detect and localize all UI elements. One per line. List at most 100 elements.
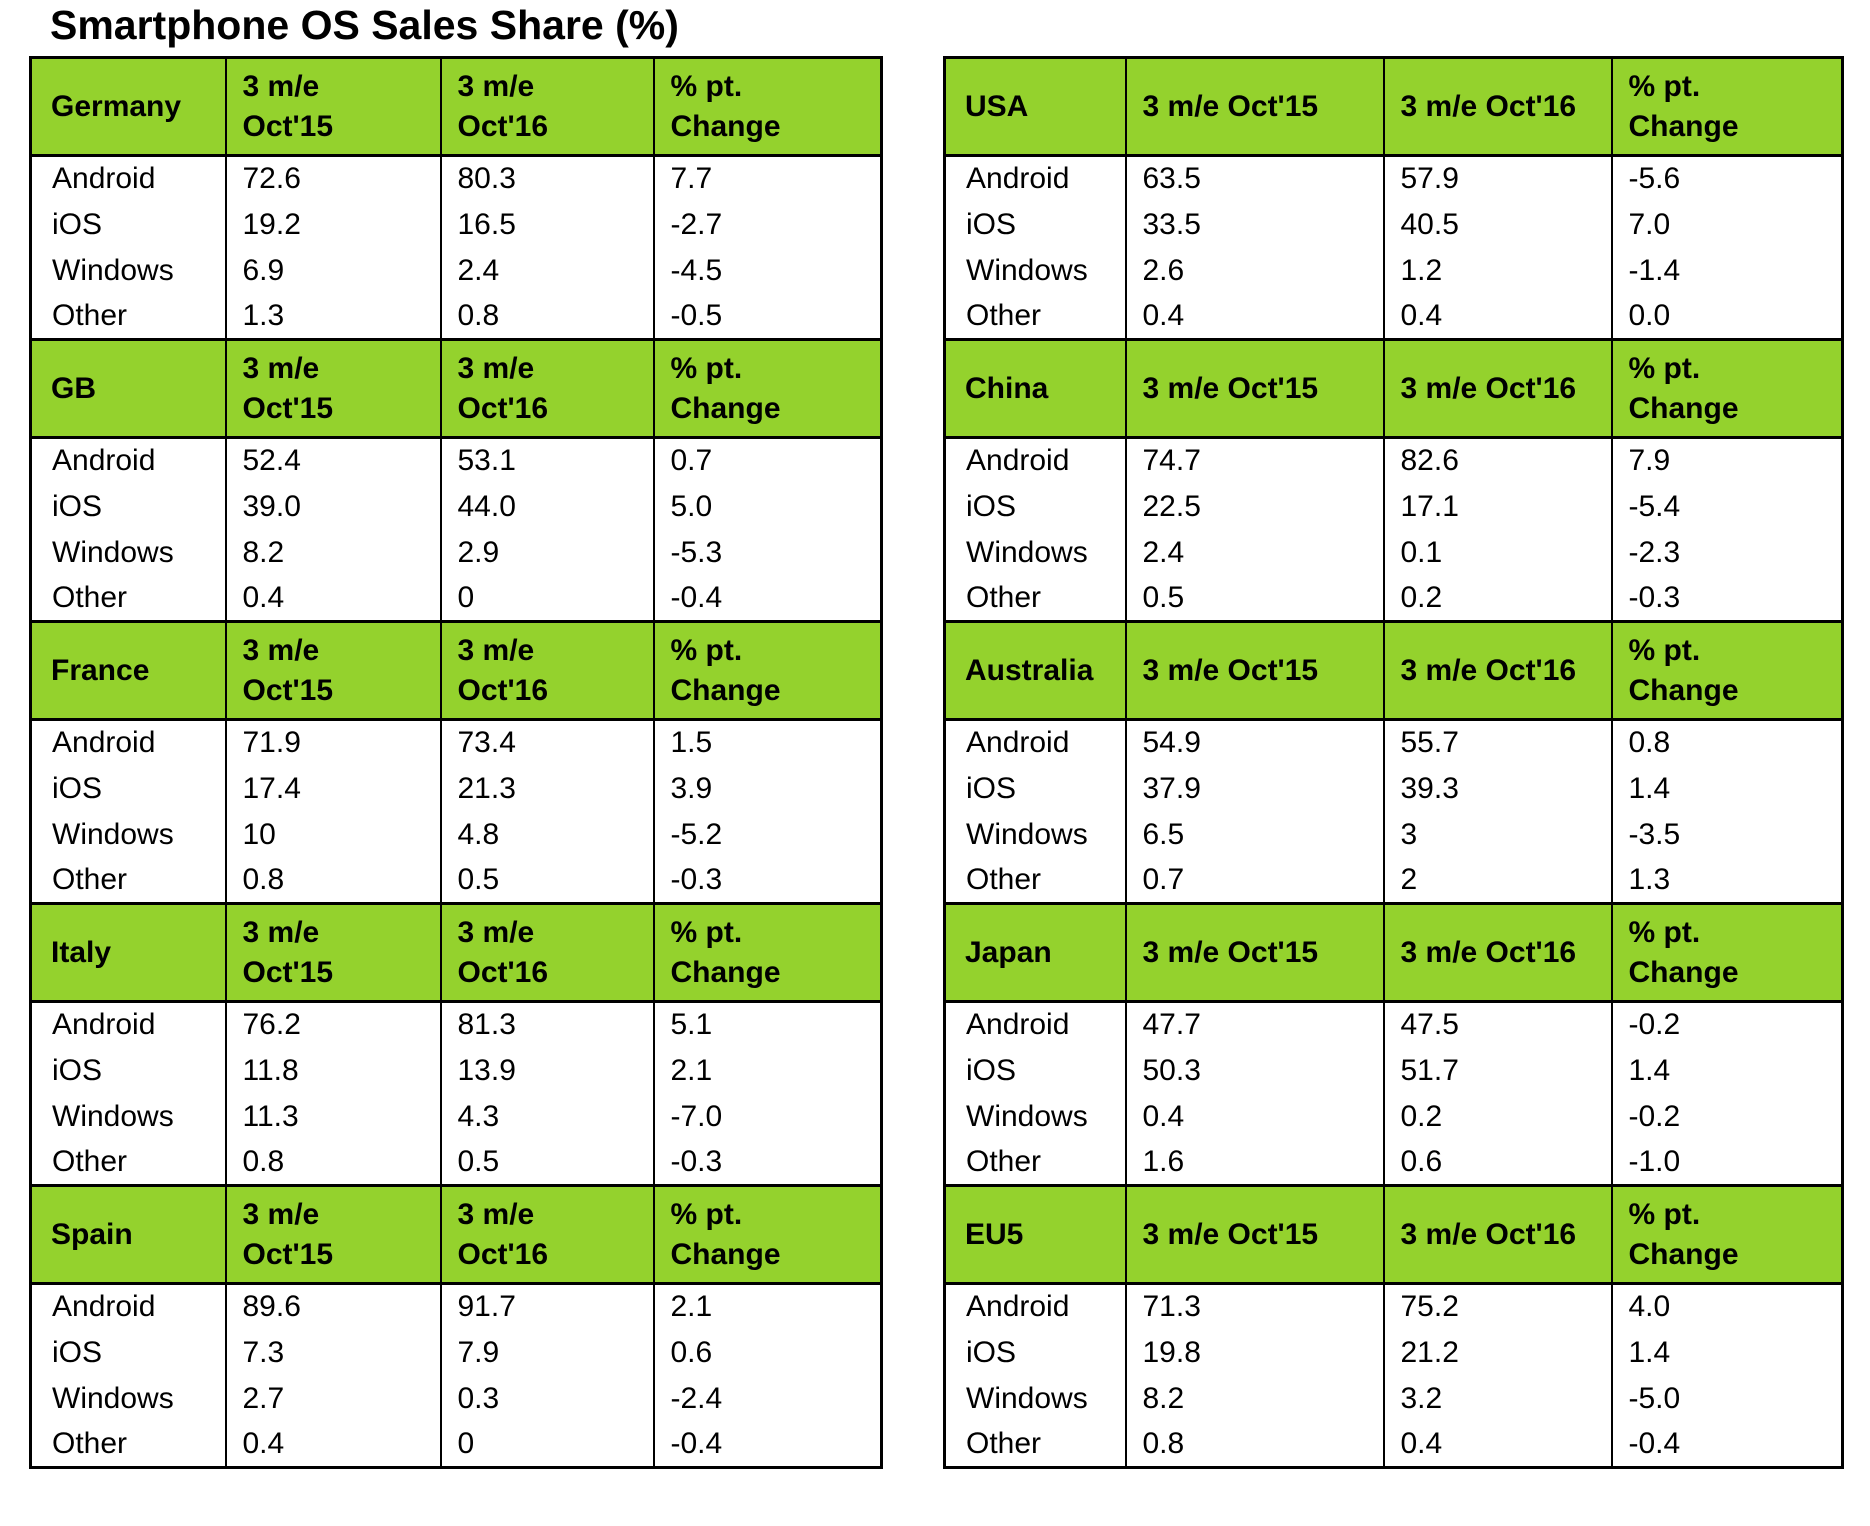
header-row: Japan 3 m/e Oct'15 3 m/e Oct'16 % pt. Ch…: [944, 902, 1843, 1003]
os-row: Windows 6.9 2.4 -4.5: [31, 247, 882, 294]
value-oct16: 0.4: [1382, 293, 1612, 340]
value-oct16: 91.7: [439, 1283, 654, 1330]
value-oct16: 21.3: [439, 765, 654, 812]
country-table-china: China 3 m/e Oct'15 3 m/e Oct'16 % pt. Ch…: [943, 338, 1844, 623]
value-oct16: 51.7: [1382, 1047, 1612, 1094]
header-oct15: 3 m/e Oct'15: [224, 338, 441, 439]
value-oct15: 0.5: [1124, 575, 1384, 622]
os-label: Windows: [966, 1381, 1088, 1415]
value-oct15: 71.9: [224, 719, 441, 766]
os-label: Other: [966, 862, 1042, 896]
value-oct15: 0.4: [224, 1421, 441, 1468]
value-oct15: 76.2: [224, 1001, 441, 1048]
os-row: Android 71.9 73.4 1.5: [31, 719, 882, 766]
value-oct16: 1.2: [1382, 247, 1612, 294]
os-row: Other 0.5 0.2 -0.3: [945, 575, 1843, 622]
value-oct16: 0.2: [1382, 1093, 1612, 1140]
os-row: Other 0.4 0 -0.4: [31, 575, 882, 622]
os-label: Windows: [52, 535, 174, 569]
header-row: Spain 3 m/e Oct'15 3 m/e Oct'16 % pt. Ch…: [30, 1184, 882, 1285]
os-label: Other: [966, 580, 1042, 614]
country-table-usa: USA 3 m/e Oct'15 3 m/e Oct'16 % pt. Chan…: [943, 56, 1844, 341]
country-table-gb: GB 3 m/e Oct'15 3 m/e Oct'16 % pt. Chang…: [29, 338, 883, 623]
header-oct15: 3 m/e Oct'15: [224, 1184, 441, 1285]
value-oct16: 0: [439, 575, 654, 622]
value-change: 1.3: [1610, 857, 1843, 904]
header-pct-change: % pt. Change: [652, 56, 882, 157]
os-label: Android: [966, 1290, 1070, 1324]
os-row: iOS 50.3 51.7 1.4: [945, 1047, 1843, 1094]
os-row: Other 0.4 0 -0.4: [31, 1421, 882, 1468]
header-pct-change: % pt. Change: [1610, 1184, 1843, 1285]
header-oct16: 3 m/e Oct'16: [1382, 620, 1612, 721]
value-oct15: 54.9: [1124, 719, 1384, 766]
header-pct-change: % pt. Change: [1610, 338, 1843, 439]
value-oct15: 89.6: [224, 1283, 441, 1330]
country-name: Japan: [944, 902, 1126, 1003]
os-row: Windows 8.2 2.9 -5.3: [31, 529, 882, 576]
value-oct15: 6.9: [224, 247, 441, 294]
value-change: -0.2: [1610, 1093, 1843, 1140]
header-row: France 3 m/e Oct'15 3 m/e Oct'16 % pt. C…: [30, 620, 882, 721]
os-row: Other 0.8 0.4 -0.4: [945, 1421, 1843, 1468]
value-oct16: 55.7: [1382, 719, 1612, 766]
country-table-japan: Japan 3 m/e Oct'15 3 m/e Oct'16 % pt. Ch…: [943, 902, 1844, 1187]
header-pct-change: % pt. Change: [652, 902, 882, 1003]
os-row: Other 0.8 0.5 -0.3: [31, 857, 882, 904]
header-pct-change: % pt. Change: [652, 620, 882, 721]
os-row: Windows 2.6 1.2 -1.4: [945, 247, 1843, 294]
country-name: Australia: [944, 620, 1126, 721]
value-change: 4.0: [1610, 1283, 1843, 1330]
value-oct15: 0.7: [1124, 857, 1384, 904]
os-row: Windows 2.7 0.3 -2.4: [31, 1375, 882, 1422]
os-label: Other: [52, 862, 128, 896]
os-row: Other 1.6 0.6 -1.0: [945, 1139, 1843, 1186]
os-label: iOS: [966, 489, 1017, 523]
value-oct16: 40.5: [1382, 201, 1612, 248]
header-row: Italy 3 m/e Oct'15 3 m/e Oct'16 % pt. Ch…: [30, 902, 882, 1003]
os-label: Windows: [966, 253, 1088, 287]
value-change: -5.2: [652, 811, 882, 858]
header-row: GB 3 m/e Oct'15 3 m/e Oct'16 % pt. Chang…: [30, 338, 882, 439]
os-label: Windows: [966, 1099, 1088, 1133]
value-oct15: 71.3: [1124, 1283, 1384, 1330]
header-pct-change: % pt. Change: [1610, 620, 1843, 721]
value-oct15: 0.8: [224, 1139, 441, 1186]
os-row: iOS 19.8 21.2 1.4: [945, 1329, 1843, 1376]
header-oct16: 3 m/e Oct'16: [1382, 1184, 1612, 1285]
value-oct16: 7.9: [439, 1329, 654, 1376]
value-oct16: 39.3: [1382, 765, 1612, 812]
os-label: Windows: [52, 1099, 174, 1133]
value-oct15: 50.3: [1124, 1047, 1384, 1094]
os-row: Other 1.3 0.8 -0.5: [31, 293, 882, 340]
os-label: iOS: [52, 207, 103, 241]
os-row: iOS 17.4 21.3 3.9: [31, 765, 882, 812]
country-name: China: [944, 338, 1126, 439]
os-label: iOS: [52, 1053, 103, 1087]
value-change: 2.1: [652, 1047, 882, 1094]
value-oct16: 0.5: [439, 857, 654, 904]
os-row: iOS 19.2 16.5 -2.7: [31, 201, 882, 248]
os-label: Android: [52, 162, 156, 196]
value-change: 7.7: [652, 155, 882, 202]
value-oct15: 39.0: [224, 483, 441, 530]
value-oct15: 33.5: [1124, 201, 1384, 248]
value-change: 7.0: [1610, 201, 1843, 248]
value-change: -2.4: [652, 1375, 882, 1422]
value-change: -0.4: [1610, 1421, 1843, 1468]
value-change: 1.5: [652, 719, 882, 766]
os-label: Windows: [966, 535, 1088, 569]
value-oct16: 4.3: [439, 1093, 654, 1140]
value-oct15: 6.5: [1124, 811, 1384, 858]
value-change: 0.0: [1610, 293, 1843, 340]
value-change: -2.3: [1610, 529, 1843, 576]
country-table-france: France 3 m/e Oct'15 3 m/e Oct'16 % pt. C…: [29, 620, 883, 905]
value-oct15: 2.6: [1124, 247, 1384, 294]
os-label: Other: [52, 1426, 128, 1460]
os-label: Android: [966, 162, 1070, 196]
value-change: -1.4: [1610, 247, 1843, 294]
header-pct-change: % pt. Change: [652, 338, 882, 439]
value-oct15: 19.8: [1124, 1329, 1384, 1376]
os-label: Windows: [52, 253, 174, 287]
os-label: Android: [52, 1290, 156, 1324]
